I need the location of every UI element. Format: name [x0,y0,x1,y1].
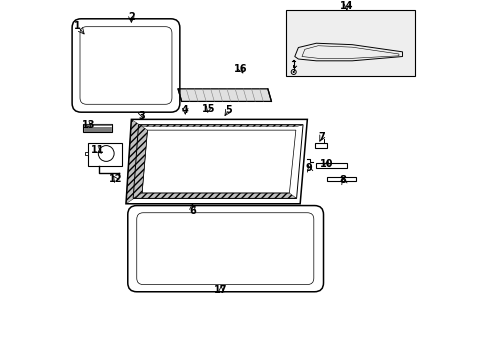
Text: 7: 7 [318,132,325,142]
Polygon shape [178,89,271,102]
Polygon shape [314,143,326,148]
Text: 14: 14 [340,1,353,11]
Text: 10: 10 [320,159,333,169]
Text: 8: 8 [339,175,346,185]
Polygon shape [84,152,88,155]
Text: 4: 4 [182,105,188,116]
Polygon shape [316,163,346,168]
Polygon shape [82,124,111,132]
Text: 6: 6 [189,206,195,216]
Text: 9: 9 [305,163,312,173]
Polygon shape [326,177,355,181]
Polygon shape [126,120,147,204]
Text: 13: 13 [81,120,95,130]
Text: 15: 15 [202,104,215,114]
Text: 1: 1 [74,21,81,31]
Text: 5: 5 [224,105,231,116]
Text: 3: 3 [139,111,145,121]
Text: 12: 12 [108,174,122,184]
Circle shape [292,71,294,73]
Text: 16: 16 [234,64,247,74]
Polygon shape [133,193,296,198]
Text: 17: 17 [214,285,227,295]
Polygon shape [133,125,303,127]
Bar [285,10,414,76]
Bar [88,143,122,166]
Text: 2: 2 [128,12,135,22]
Text: 11: 11 [90,145,104,155]
